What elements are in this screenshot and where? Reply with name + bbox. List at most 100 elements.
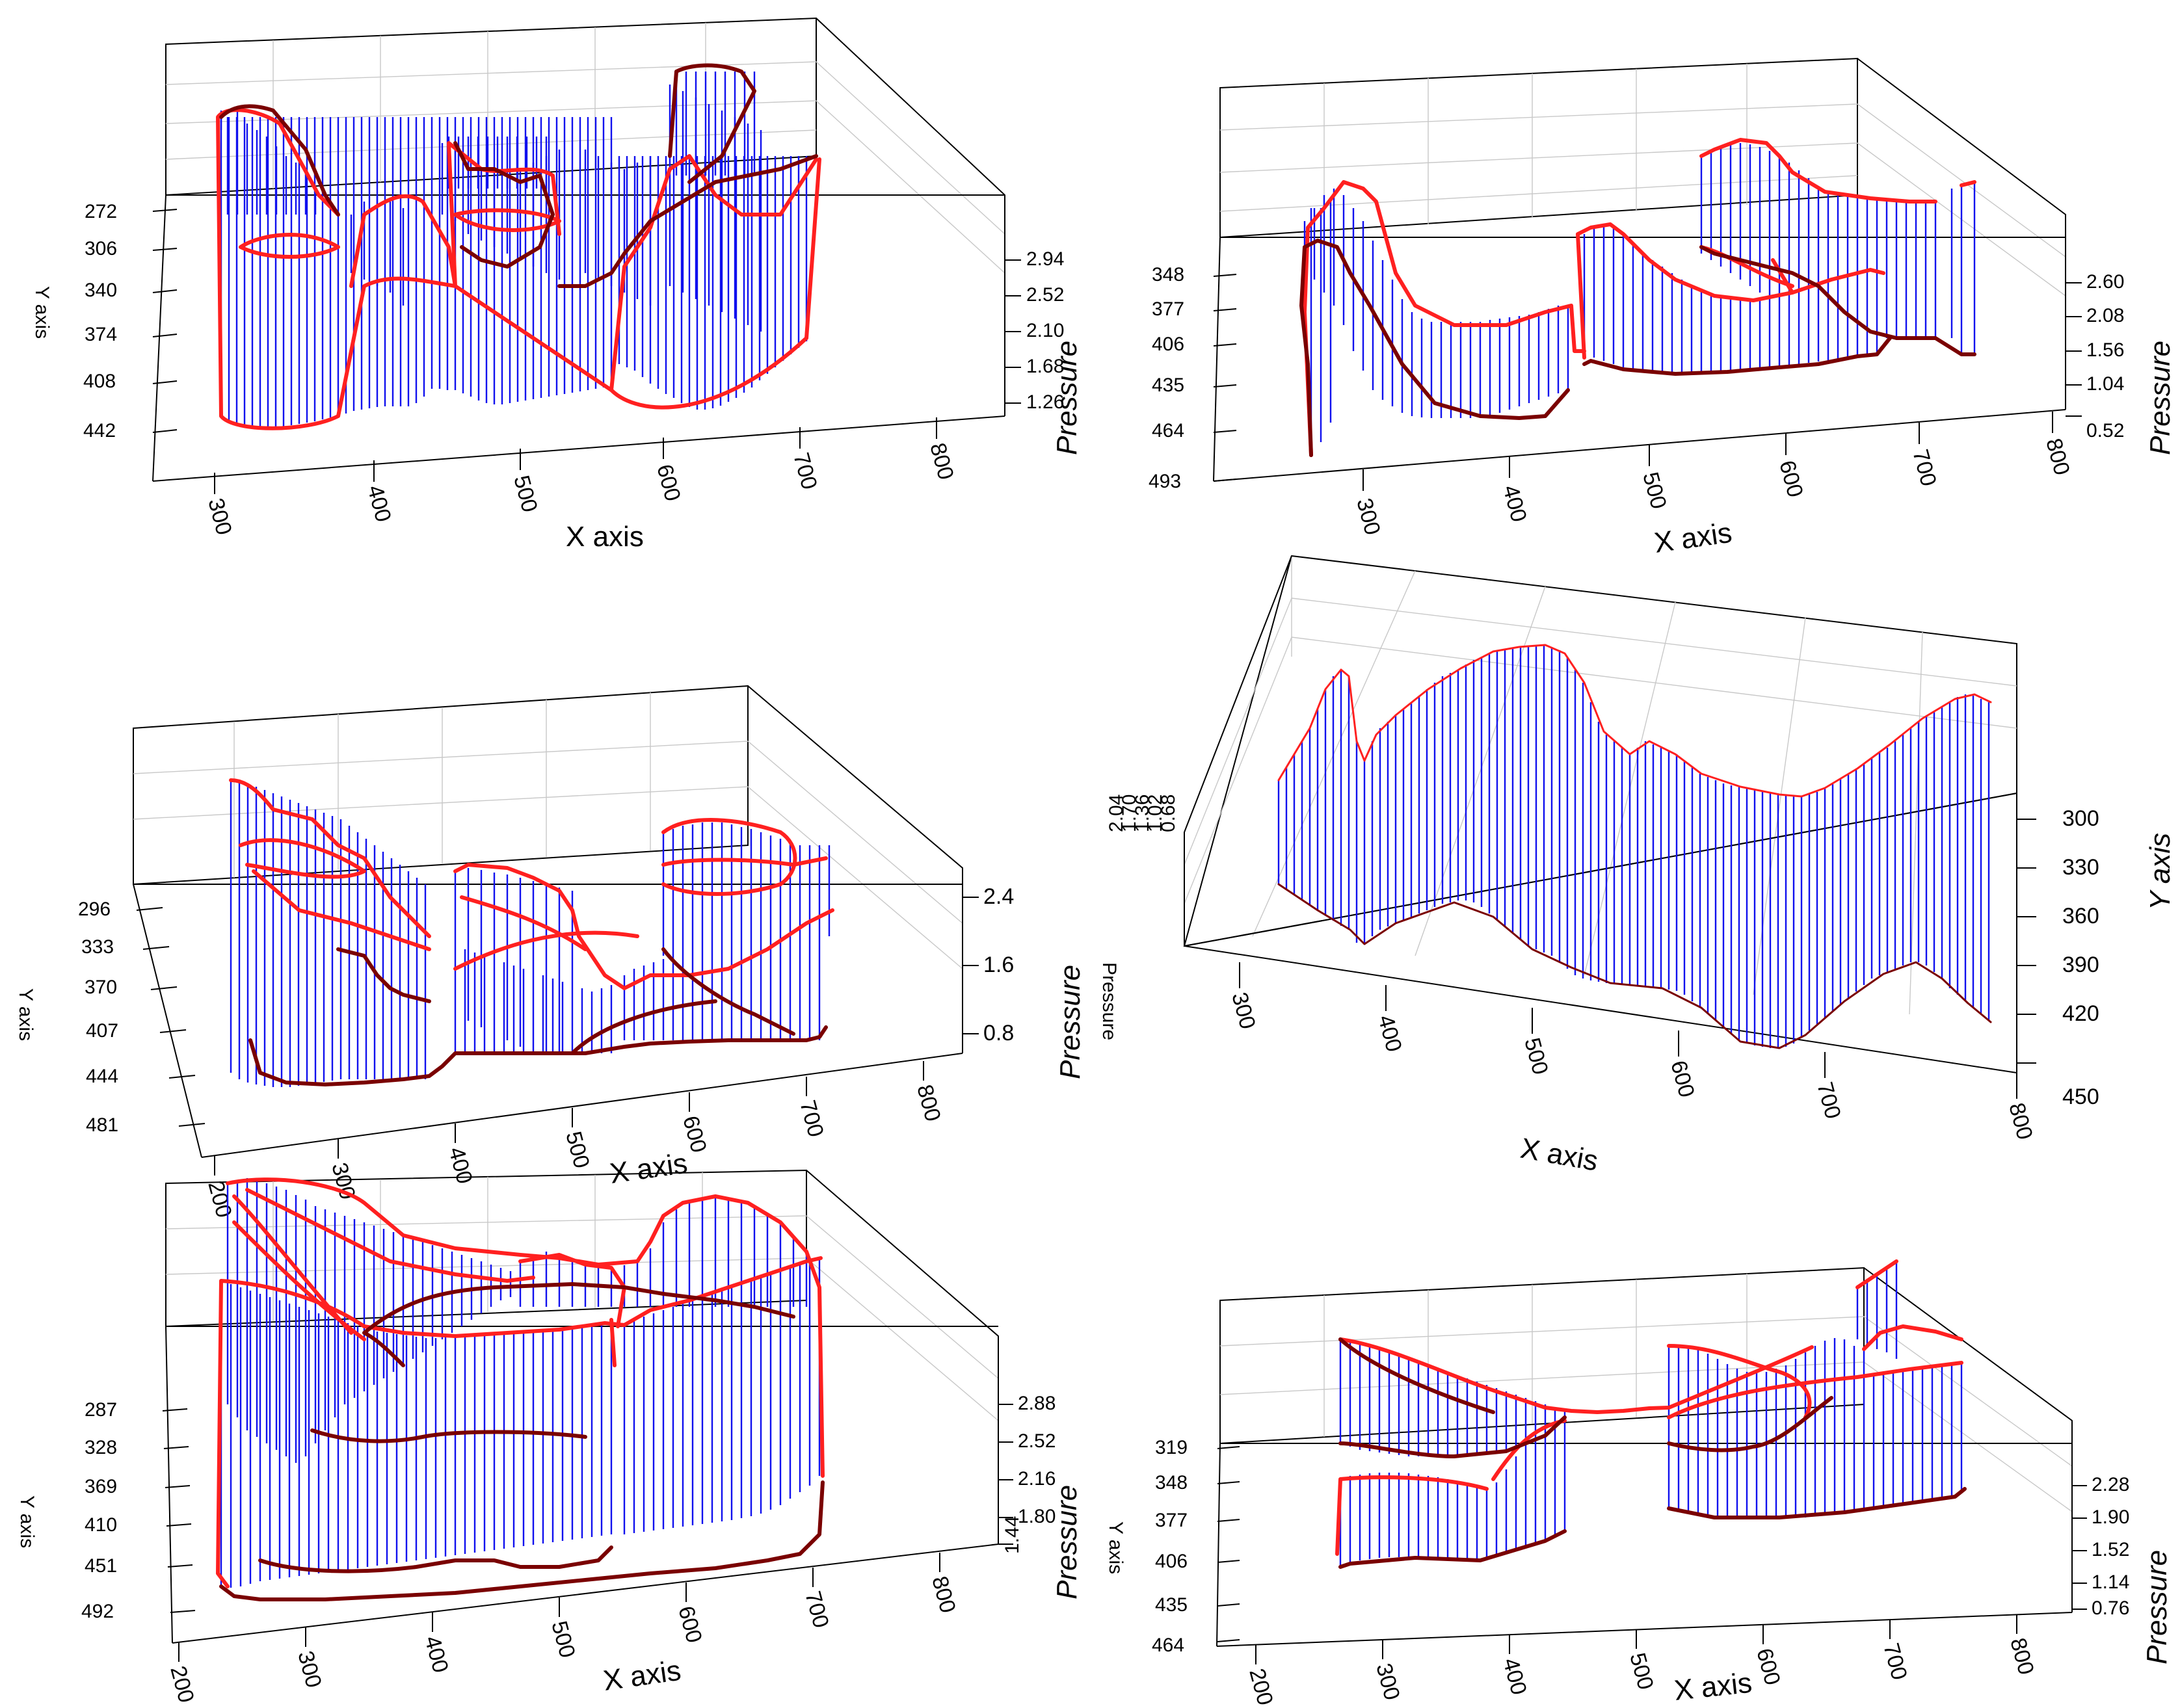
x-axis: 200 300 400 500 600 700 800 X axis	[203, 1061, 946, 1220]
y-axis: 287 328 369 410 451 492 Y axis	[16, 1399, 196, 1622]
z-tick-label: 1.56	[2086, 339, 2124, 361]
x-tick-label: 800	[2041, 436, 2074, 478]
y-tick-label: 374	[85, 324, 117, 345]
stem-series	[1339, 1261, 1963, 1567]
x-axis-title: X axis	[566, 521, 644, 553]
z-tick-label: 0.52	[2086, 420, 2124, 441]
x-axis-title: X axis	[1673, 1667, 1753, 1707]
y-tick-label: 348	[1152, 264, 1184, 285]
plot-box	[1213, 57, 2066, 482]
z-tick-label: 2.60	[2086, 271, 2124, 293]
pressure-profile-base	[219, 63, 818, 288]
z-tick-label: 2.28	[2092, 1474, 2129, 1495]
y-tick-label: 481	[86, 1114, 118, 1136]
y-axis-title: Y axis	[31, 286, 53, 339]
x-tick-label: 800	[2005, 1635, 2038, 1677]
y-tick-label: 369	[85, 1476, 117, 1497]
z-tick-label: 2.08	[2086, 305, 2124, 326]
x-tick-label: 300	[1371, 1661, 1404, 1703]
x-tick-label: 300	[293, 1648, 326, 1690]
z-tick-label: 2.52	[1026, 284, 1064, 306]
y-tick-label: 272	[85, 201, 117, 222]
y-tick-label: 464	[1152, 420, 1184, 441]
z-tick-label: 1.26	[1026, 391, 1064, 413]
chart-panel-top-left: 272 306 340 374 408 442 Y axis 300 400 5…	[31, 17, 1083, 553]
x-tick-label: 500	[561, 1129, 594, 1171]
x-tick-label: 600	[1666, 1058, 1699, 1100]
y-tick-label: 435	[1155, 1594, 1188, 1616]
stem-series	[220, 1178, 821, 1588]
pressure-profile-top	[1335, 1259, 1963, 1556]
x-axis: 300 400 500 600 700 800 X axis	[1351, 412, 2075, 559]
x-tick-label: 400	[1498, 482, 1531, 525]
stem-lines-upper	[220, 85, 762, 332]
x-tick-label: 700	[800, 1588, 833, 1631]
y-tick-label: 328	[85, 1437, 117, 1458]
y-tick-label: 300	[2062, 806, 2099, 831]
x-tick-label: 300	[1351, 495, 1385, 538]
z-axis-title: Pressure	[1051, 341, 1083, 455]
y-tick-label: 287	[85, 1399, 117, 1421]
z-axis: 2.88 2.52 2.16 1.80 1.44 Pressure	[998, 1393, 1083, 1599]
x-tick-label: 800	[2004, 1100, 2037, 1142]
x-tick-label: 600	[652, 462, 685, 504]
z-axis-title: Pressure	[1098, 962, 1120, 1040]
y-axis: 348 377 406 435 464 493	[1149, 264, 1237, 492]
y-tick-label: 377	[1152, 298, 1184, 320]
x-tick-label: 800	[927, 1573, 960, 1616]
y-tick-label: 296	[78, 899, 111, 920]
pressure-profile-base	[1299, 239, 1976, 457]
y-tick-label: 442	[83, 420, 116, 441]
z-axis-title: Pressure	[2141, 1550, 2173, 1664]
y-tick-label: 492	[81, 1601, 114, 1622]
y-tick-label: 390	[2062, 953, 2099, 977]
y-axis: 272 306 340 374 408 442 Y axis	[31, 201, 178, 441]
plot-box	[1216, 1267, 2073, 1647]
y-tick-label: 407	[86, 1020, 118, 1042]
z-tick-label: 1.14	[2092, 1571, 2129, 1593]
y-axis-title: Y axis	[16, 1495, 38, 1548]
pressure-profile-top	[1303, 138, 1976, 457]
z-tick-label: 1.36	[1132, 795, 1153, 832]
y-tick-label: 444	[86, 1066, 118, 1087]
x-axis: 300 400 500 600 700 800 X axis	[203, 417, 959, 553]
x-tick-label: 300	[1227, 990, 1260, 1032]
z-axis: 2.28 1.90 1.52 1.14 0.76 Pressure	[2072, 1474, 2173, 1664]
pressure-profile-top	[229, 778, 834, 990]
x-tick-label: 700	[1908, 447, 1941, 489]
y-tick-label: 408	[83, 371, 116, 392]
z-axis: 2.04 1.70 1.36 1.02 0.68 Pressure	[1098, 795, 1179, 1040]
y-tick-label: 360	[2062, 904, 2099, 928]
z-tick-label: 1.52	[2092, 1539, 2129, 1560]
x-axis: 300 400 500 600 700 800 X axis	[1227, 962, 2038, 1177]
y-tick-label: 330	[2062, 855, 2099, 880]
y-tick-label: 420	[2062, 1001, 2099, 1026]
y-tick-label: 348	[1155, 1472, 1188, 1493]
x-tick-label: 500	[1625, 1650, 1658, 1692]
y-tick-label: 493	[1149, 471, 1181, 492]
z-tick-label: 1.44	[1002, 1516, 1023, 1554]
y-tick-label: 306	[85, 238, 117, 259]
z-tick-label: 2.10	[1026, 320, 1064, 341]
x-tick-label: 400	[419, 1633, 453, 1675]
z-tick-label: 1.68	[1026, 356, 1064, 377]
plot-box	[1183, 555, 2017, 1073]
chart-panel-top-right: 348 377 406 435 464 493 300 400 500 600 …	[1149, 57, 2176, 559]
x-tick-label: 800	[912, 1082, 945, 1124]
y-tick-label: 377	[1155, 1510, 1188, 1531]
z-tick-label: 2.94	[1026, 248, 1064, 270]
stem-series	[1277, 645, 1990, 1048]
pressure-profile-base	[1338, 1337, 1967, 1569]
stem-series	[230, 780, 831, 1087]
x-tick-label: 600	[673, 1603, 706, 1646]
y-tick-label: 406	[1155, 1551, 1188, 1572]
z-tick-label: 1.02	[1145, 795, 1166, 832]
z-tick-label: 2.4	[983, 884, 1014, 909]
z-tick-label: 0.8	[983, 1021, 1014, 1045]
x-axis: 200 300 400 500 600 700 800 X axis	[1244, 1614, 2039, 1708]
z-tick-label: 2.04	[1106, 795, 1127, 832]
plot-box	[152, 17, 1005, 482]
z-axis: 2.94 2.52 2.10 1.68 1.26 Pressure	[1005, 248, 1083, 455]
x-axis-title: X axis	[602, 1655, 683, 1697]
y-tick-label: 451	[85, 1555, 117, 1577]
